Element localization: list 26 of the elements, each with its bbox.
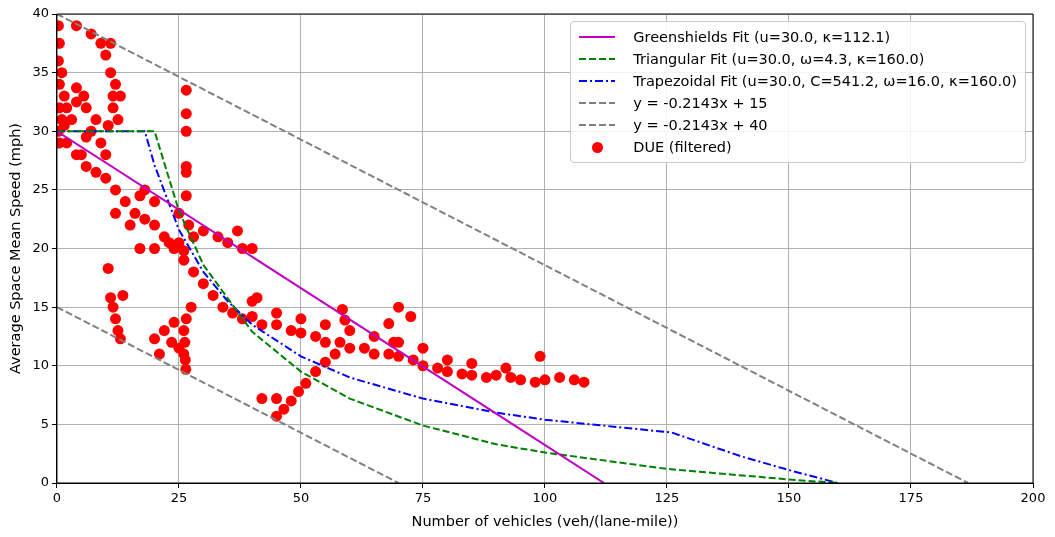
x-axis-title: Number of vehicles (veh/(lane-mile)) [411,513,679,530]
y-tick-label: 35 [32,64,49,79]
x-tick-label: 75 [414,490,432,506]
y-tick-label: 15 [32,298,49,314]
legend-label: DUE (filtered) [633,139,732,155]
legend-label: Triangular Fit (u=30.0, ω=4.3, κ=160.0) [633,51,925,67]
legend-label: y = -0.2143x + 15 [633,95,768,111]
y-tick-label: 10 [32,357,49,373]
x-tick-label: 150 [776,490,802,506]
y-axis-title: Average Space Mean Speed (mph) [7,123,24,374]
y-tick-label: 0 [40,474,49,490]
y-tick-label: 30 [32,122,49,138]
legend-label: y = -0.2143x + 40 [633,117,768,133]
legend-label: Trapezoidal Fit (u=30.0, C=541.2, ω=16.0, κ=160.0) [633,73,1017,89]
x-tick-label: 125 [654,490,680,506]
y-tick-label: 25 [32,181,49,197]
legend-label: Greenshields Fit (u=30.0, κ=112.1) [633,29,891,45]
x-tick-label: 175 [898,490,924,506]
y-tick-label: 20 [32,239,49,255]
y-tick-label: 5 [40,415,49,431]
x-tick-label: 50 [292,490,310,506]
x-tick-label: 0 [52,490,62,506]
x-tick-label: 200 [1020,490,1046,506]
y-tick-label: 40 [32,5,49,21]
x-tick-label: 25 [170,490,188,506]
x-tick-label: 100 [532,490,558,506]
